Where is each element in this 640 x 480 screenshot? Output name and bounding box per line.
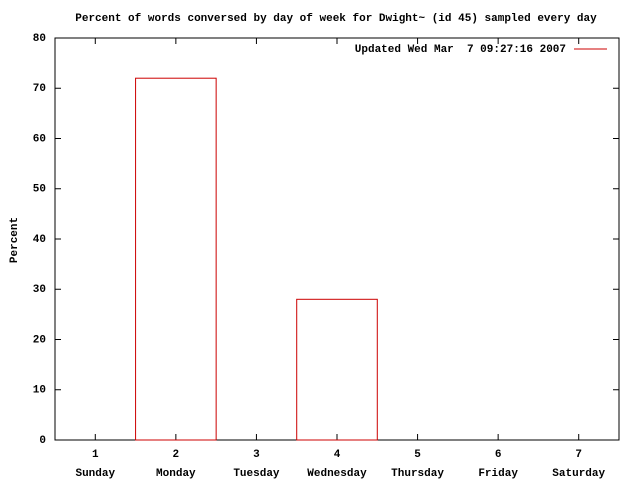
y-tick-label: 70 (33, 83, 46, 95)
y-tick-label: 50 (33, 184, 46, 196)
x-tick-label: 2 (173, 449, 180, 461)
y-tick-label: 80 (33, 33, 46, 45)
category-label: Thursday (391, 468, 444, 480)
x-tick-label: 5 (414, 449, 421, 461)
category-label: Wednesday (307, 468, 367, 480)
y-tick-label: 10 (33, 385, 46, 397)
x-tick-label: 4 (334, 449, 341, 461)
y-axis-label: Percent (9, 217, 21, 263)
x-tick-label: 6 (495, 449, 502, 461)
y-tick-label: 20 (33, 334, 46, 346)
category-label: Tuesday (233, 468, 280, 480)
bar (135, 77, 217, 441)
x-tick-label: 1 (92, 449, 99, 461)
bar (296, 298, 378, 441)
category-label: Friday (478, 468, 518, 480)
category-label: Sunday (75, 468, 115, 480)
x-tick-label: 3 (253, 449, 260, 461)
legend-label: Updated Wed Mar 7 09:27:16 2007 (355, 44, 566, 56)
category-label: Saturday (552, 468, 605, 480)
category-label: Monday (156, 468, 196, 480)
chart-title: Percent of words conversed by day of wee… (75, 13, 597, 25)
y-tick-label: 40 (33, 234, 46, 246)
y-tick-label: 0 (39, 435, 46, 447)
y-tick-label: 60 (33, 133, 46, 145)
y-tick-label: 30 (33, 284, 46, 296)
x-tick-label: 7 (575, 449, 582, 461)
